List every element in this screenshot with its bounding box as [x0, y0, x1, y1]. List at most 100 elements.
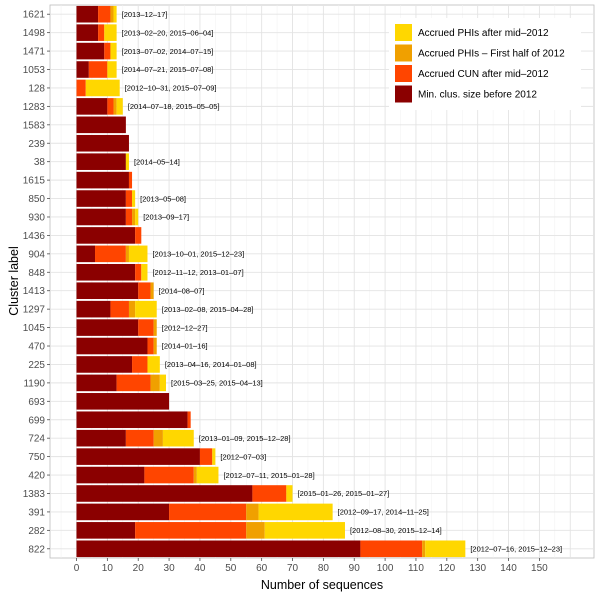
bar-segment-1471-2 — [104, 42, 111, 60]
annotations-layer: [2013–12–17] [2013–02–20, 2015–06–04] [201… — [122, 10, 562, 554]
bar-segment-1190-4 — [159, 374, 166, 392]
bar-segment-904-4 — [128, 245, 148, 263]
bar-segment-1297-4 — [135, 300, 157, 318]
legend-swatch-1 — [395, 85, 412, 103]
bar-segment-1045-3 — [153, 319, 157, 336]
bar-segment-699-2 — [187, 411, 191, 429]
bar-segment-904-2 — [95, 245, 126, 263]
x-tick-label-110: 110 — [408, 563, 424, 574]
bar-segment-420-2 — [144, 466, 194, 484]
bar-segment-1283-2 — [107, 98, 114, 115]
bar-segment-1413-3 — [150, 282, 154, 300]
bar-segment-930-2 — [125, 208, 133, 226]
bar-segment-724-2 — [125, 429, 154, 447]
x-tick-label-40: 40 — [194, 563, 206, 574]
bar-segment-750-1 — [76, 448, 200, 465]
legend-label-4: Accrued PHIs after mid–2012 — [418, 28, 549, 39]
bar-annotation-1413: [2014–08–07] — [159, 286, 205, 295]
x-axis-title: Number of sequences — [261, 578, 383, 592]
legend-label-3: Accrued PHIs – First half of 2012 — [418, 49, 565, 60]
bar-segment-1190-2 — [116, 374, 151, 392]
bar-segment-693-1 — [76, 393, 170, 410]
y-tick-label-38: 38 — [34, 157, 46, 168]
bar-segment-1053-4 — [107, 61, 117, 78]
x-tick-label-10: 10 — [102, 563, 114, 574]
bar-annotation-1498: [2013–02–20, 2015–06–04] — [122, 28, 214, 37]
bar-segment-1283-3 — [113, 98, 117, 115]
bar-segment-1283-1 — [76, 98, 108, 115]
bar-segment-822-1 — [76, 540, 361, 558]
bar-segment-38-1 — [76, 153, 126, 170]
bar-annotation-1471: [2013–07–02, 2014–07–15] — [122, 47, 214, 56]
y-axis-ticks: 1621 1498 1471 1053 128 1283 1583 239 38 1615 850 9… — [23, 10, 50, 555]
bar-segment-128-2 — [76, 79, 86, 97]
y-tick-label-904: 904 — [28, 249, 45, 260]
bar-annotation-822: [2012–07–16, 2015–12–23] — [470, 544, 562, 553]
bar-segment-1436-1 — [76, 227, 136, 244]
bars-layer — [76, 5, 466, 558]
bar-segment-1621-1 — [76, 5, 99, 23]
bar-segment-724-4 — [162, 429, 194, 447]
bar-segment-1621-4 — [113, 5, 117, 23]
bar-segment-1297-1 — [76, 300, 111, 318]
bar-segment-930-3 — [132, 208, 136, 226]
y-tick-label-1436: 1436 — [23, 231, 46, 242]
y-tick-label-822: 822 — [28, 544, 45, 555]
bar-segment-1383-2 — [252, 485, 287, 502]
bar-segment-1190-1 — [76, 374, 117, 392]
bar-segment-1383-4 — [286, 485, 293, 502]
bar-segment-420-4 — [196, 466, 219, 484]
bar-segment-822-3 — [422, 540, 426, 558]
x-tick-label-150: 150 — [531, 563, 548, 574]
legend: Accrued PHIs after mid–2012 Accrued PHIs … — [389, 18, 581, 110]
y-tick-label-239: 239 — [28, 139, 45, 150]
bar-segment-470-3 — [153, 337, 157, 355]
bar-annotation-850: [2013–05–08] — [140, 194, 186, 203]
bar-segment-1283-4 — [116, 98, 123, 115]
y-tick-label-850: 850 — [28, 194, 45, 205]
y-tick-label-225: 225 — [28, 360, 45, 371]
y-tick-label-1383: 1383 — [23, 489, 46, 500]
bar-annotation-724: [2013–01–09, 2015–12–28] — [199, 434, 291, 443]
y-tick-label-1053: 1053 — [23, 65, 46, 76]
bar-segment-391-4 — [258, 503, 333, 521]
x-tick-label-140: 140 — [500, 563, 517, 574]
bar-segment-1471-1 — [76, 42, 105, 60]
y-tick-label-420: 420 — [28, 471, 45, 482]
bar-segment-1471-4 — [110, 42, 117, 60]
y-tick-label-1471: 1471 — [23, 47, 46, 58]
bar-segment-1383-1 — [76, 485, 253, 502]
bar-segment-1621-2 — [98, 5, 111, 23]
y-tick-label-1413: 1413 — [23, 286, 46, 297]
legend-swatch-4 — [395, 24, 412, 41]
bar-annotation-225: [2013–04–16, 2014–01–08] — [165, 360, 257, 369]
bar-segment-822-4 — [425, 540, 466, 558]
bar-segment-420-3 — [193, 466, 197, 484]
bar-annotation-128: [2012–10–31, 2015–07–09] — [125, 84, 217, 93]
bar-segment-391-3 — [246, 503, 259, 521]
x-tick-label-130: 130 — [469, 563, 486, 574]
x-tick-label-0: 0 — [74, 563, 80, 574]
x-tick-label-20: 20 — [133, 563, 145, 574]
legend-label-2: Accrued CUN after mid–2012 — [418, 69, 549, 80]
bar-segment-930-4 — [135, 208, 139, 226]
bar-annotation-848: [2012–11–12, 2013–01–07] — [152, 268, 243, 277]
bar-annotation-1190: [2015–03–25, 2015–04–13] — [171, 379, 263, 388]
legend-label-1: Min. clus. size before 2012 — [418, 90, 537, 101]
bar-annotation-750: [2012–07–03] — [220, 452, 266, 461]
bar-annotation-1283: [2014–07–18, 2015–05–05] — [128, 102, 220, 111]
bar-segment-225-1 — [76, 356, 133, 373]
bar-segment-225-2 — [132, 356, 148, 373]
y-tick-label-470: 470 — [28, 342, 45, 353]
bar-segment-850-1 — [76, 190, 126, 207]
bar-annotation-38: [2014–05–14] — [134, 157, 180, 166]
bar-segment-1053-1 — [76, 61, 89, 78]
bar-segment-1498-2 — [98, 24, 105, 41]
bar-annotation-391: [2012–09–17, 2014–11–25] — [338, 508, 429, 517]
y-tick-label-1190: 1190 — [23, 378, 45, 389]
y-tick-label-1498: 1498 — [23, 28, 46, 39]
x-tick-label-80: 80 — [318, 563, 330, 574]
x-tick-label-50: 50 — [225, 563, 237, 574]
y-tick-label-1297: 1297 — [23, 305, 46, 316]
bar-segment-850-2 — [125, 190, 133, 207]
